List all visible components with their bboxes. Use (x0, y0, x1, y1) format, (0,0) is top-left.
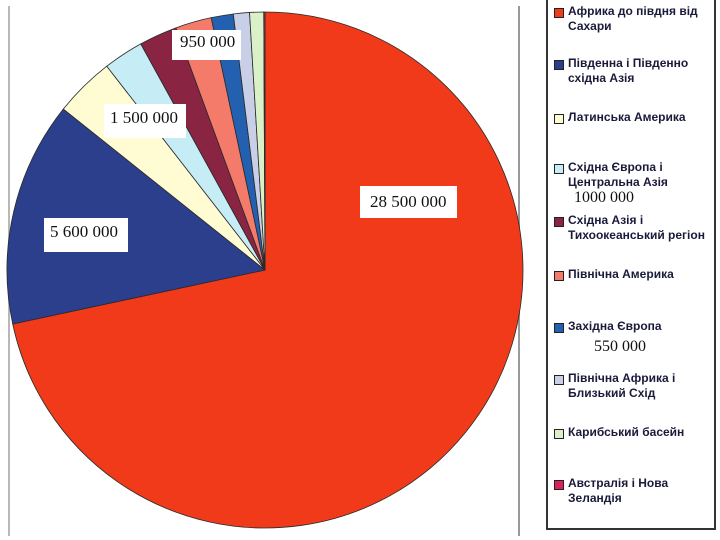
legend-item-south-southeast-asia: Південна і Південно східна Азія (554, 56, 714, 86)
legend-swatch (554, 164, 564, 174)
legend-label: Східна Європа і Центральна Азія (568, 160, 668, 189)
legend-label: Західна Європа (568, 319, 662, 333)
legend-item-caribbean: Карибський басейн (554, 425, 714, 440)
legend-label: Північна Америка (568, 267, 674, 281)
legend-swatch (554, 217, 564, 227)
data-label-28500000: 28 500 000 (360, 186, 457, 218)
legend-label: Африка до півдня від Сахари (568, 4, 698, 33)
legend-swatch (554, 114, 564, 124)
legend-item-north-africa-middle-east: Північна Африка і Близький Схід (554, 371, 714, 401)
pie-slice-1 (6, 108, 266, 325)
legend-swatch (554, 480, 564, 490)
legend-value-1000000: 1000 000 (574, 189, 634, 206)
legend-label: Північна Африка і Близький Схід (568, 371, 676, 400)
legend-swatch (554, 429, 564, 439)
legend-label: Карибський басейн (568, 425, 685, 439)
legend-label: Південна і Південно східна Азія (568, 56, 689, 85)
data-label-5600000: 5 600 000 (44, 218, 128, 252)
legend-swatch (554, 8, 564, 18)
legend-item-latin-america: Латинська Америка (554, 110, 714, 125)
data-label-950000: 950 000 (172, 30, 242, 60)
legend-item-australia-new-zealand: Австралія і Нова Зеландія (554, 476, 714, 506)
legend-item-east-asia-pacific: Східна Азія і Тихоокеанський регіон (554, 213, 714, 243)
legend-value-550000: 550 000 (594, 338, 646, 355)
legend: Африка до півдня від Сахари Південна і П… (546, 0, 716, 530)
legend-item-western-europe: Західна Європа (554, 319, 714, 334)
legend-swatch (554, 323, 564, 333)
legend-item-north-america: Північна Америка (554, 267, 714, 282)
legend-item-sub-saharan-africa: Африка до півдня від Сахари (554, 4, 714, 34)
legend-swatch (554, 375, 564, 385)
pie-slice-0 (12, 11, 524, 529)
legend-label: Австралія і Нова Зеландія (568, 476, 669, 505)
legend-label: Латинська Америка (568, 110, 686, 124)
pie-slice-9 (263, 11, 266, 271)
legend-item-eastern-europe-central-asia: Східна Європа і Центральна Азія (554, 160, 714, 190)
pie-chart (6, 11, 524, 529)
legend-swatch (554, 271, 564, 281)
data-label-1500000: 1 500 000 (104, 104, 186, 138)
legend-label: Східна Азія і Тихоокеанський регіон (568, 213, 705, 242)
legend-swatch (554, 60, 564, 70)
